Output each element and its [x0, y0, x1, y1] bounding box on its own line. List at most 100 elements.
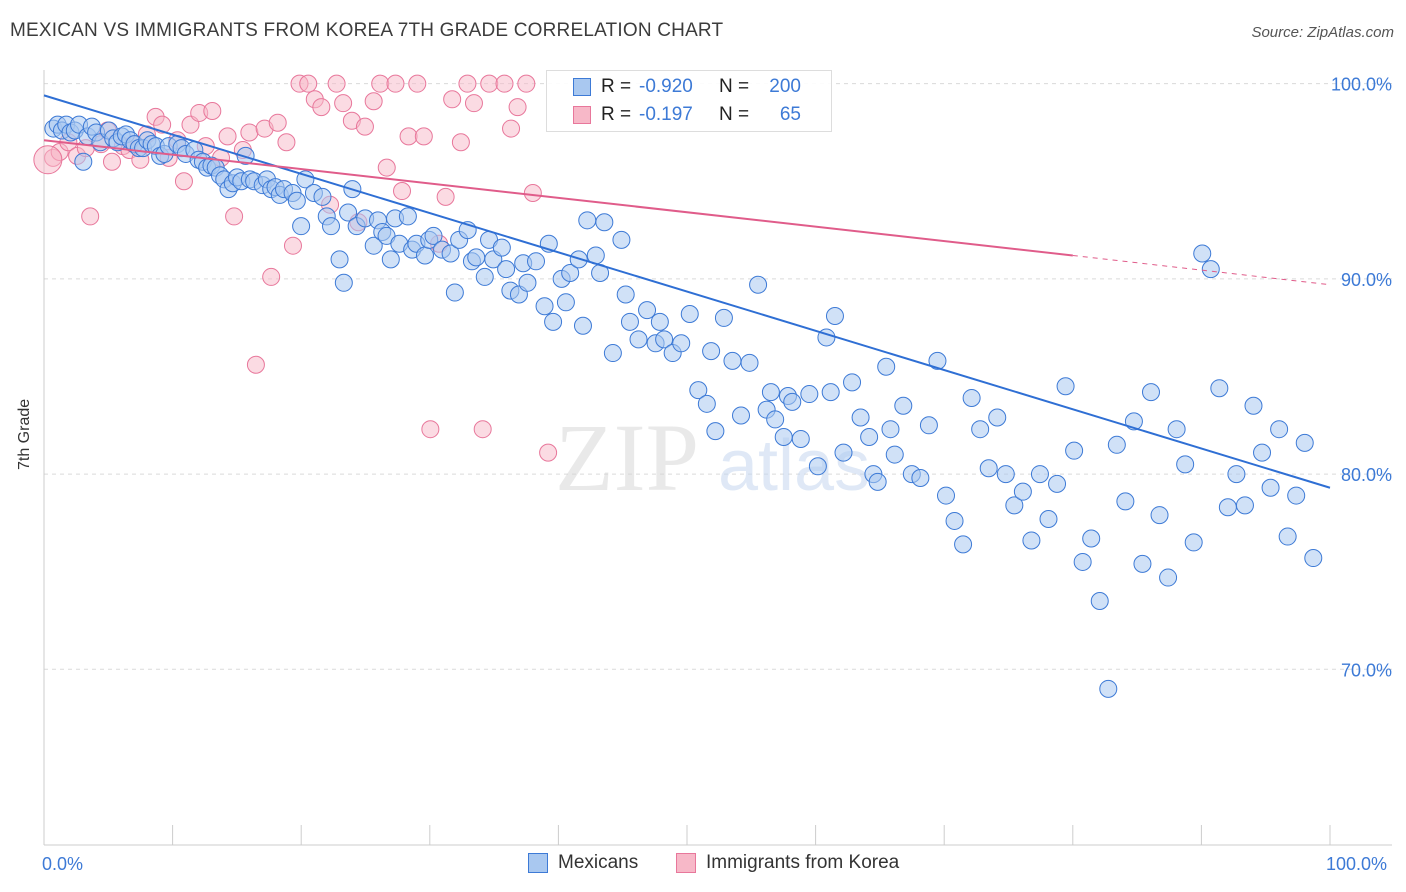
legend-n-label: N =: [719, 104, 750, 125]
mexicans-point: [330, 250, 349, 269]
mexicans-point: [573, 316, 592, 335]
mexicans-point: [527, 252, 546, 271]
mexicans-point: [761, 383, 780, 402]
mexicans-point: [1193, 244, 1212, 263]
mexicans-point: [296, 170, 315, 189]
mexicans-point: [800, 385, 819, 404]
trend-lines: [43, 94, 1331, 489]
mexicans-point: [1013, 482, 1032, 501]
legend-n-value: 65: [779, 104, 801, 125]
legend-row-mexicans: R = -0.920 N = 200: [547, 73, 801, 101]
mexicans-point: [808, 457, 827, 476]
mexicans-trend-line: [43, 94, 1331, 489]
mexicans-point: [1235, 496, 1254, 515]
legend-swatch-mexicans: [573, 78, 591, 96]
korea-point: [508, 98, 527, 117]
y-tick-labels: 100.0% 90.0% 80.0% 70.0%: [1331, 75, 1392, 681]
mexicans-point: [616, 285, 635, 304]
mexicans-point: [928, 351, 947, 370]
korea-point: [495, 74, 514, 93]
korea-point: [414, 127, 433, 146]
mexicans-point: [894, 396, 913, 415]
chart-title: MEXICAN VS IMMIGRANTS FROM KOREA 7TH GRA…: [10, 20, 724, 41]
mexicans-point: [638, 301, 657, 320]
mexicans-point: [492, 238, 511, 257]
korea-point: [436, 187, 455, 206]
korea-point: [312, 98, 331, 117]
korea-point: [334, 94, 353, 113]
watermark-zip: ZIP: [555, 404, 699, 511]
mexicans-point: [1210, 379, 1229, 398]
mexicans-point: [561, 264, 580, 283]
mexicans-point: [885, 445, 904, 464]
bottom-legend-korea[interactable]: Immigrants from Korea: [676, 852, 899, 874]
mexicans-point: [1278, 527, 1297, 546]
korea-point: [81, 207, 100, 226]
mexicans-point: [1073, 552, 1092, 571]
korea-point: [262, 267, 281, 286]
korea-point: [240, 123, 259, 142]
mexicans-point: [1304, 549, 1323, 568]
korea-point: [377, 158, 396, 177]
mexicans-point: [1287, 486, 1306, 505]
mexicans-point: [945, 511, 964, 530]
mexicans-point: [971, 420, 990, 439]
legend: R = -0.920 N = 200 R = -0.197 N = 65: [546, 70, 832, 132]
mexicans-point: [1099, 679, 1118, 698]
korea-point: [517, 74, 536, 93]
mexicans-point: [936, 486, 955, 505]
mexicans-point: [544, 312, 563, 331]
y-tick-label: 100.0%: [1331, 75, 1392, 95]
korea-point: [364, 92, 383, 111]
mexicans-point: [714, 308, 733, 327]
mexicans-point: [672, 334, 691, 353]
mexicans-point: [518, 273, 537, 292]
mexicans-point: [697, 394, 716, 413]
bottom-legend-swatch-korea: [676, 853, 696, 873]
mexicans-point: [475, 267, 494, 286]
mexicans-point: [535, 297, 554, 316]
mexicans-point: [1150, 506, 1169, 525]
mexicans-point: [556, 293, 575, 312]
mexicans-point: [1227, 465, 1246, 484]
mexicans-point: [689, 381, 708, 400]
korea-point: [327, 74, 346, 93]
mexicans-point: [381, 250, 400, 269]
korea-trend-line: [43, 139, 1073, 257]
mexicans-point: [821, 383, 840, 402]
mexicans-point: [749, 275, 768, 294]
x-tick-label-min: 0.0%: [42, 854, 83, 874]
korea-point: [299, 74, 318, 93]
mexicans-point: [313, 187, 332, 206]
korea-point: [153, 115, 172, 134]
mexicans-point: [783, 392, 802, 411]
mexicans-point: [877, 357, 896, 376]
mexicans-point: [702, 342, 721, 361]
mexicans-point: [629, 330, 648, 349]
mexicans-point: [1295, 433, 1314, 452]
mexicans-point: [1184, 533, 1203, 552]
korea-point: [523, 183, 542, 202]
mexicans-point: [979, 459, 998, 478]
korea-point: [371, 74, 390, 93]
mexicans-point: [612, 230, 631, 249]
korea-point: [102, 152, 121, 171]
legend-r-label: R =: [601, 76, 632, 97]
x-tick-label-max: 100.0%: [1326, 854, 1387, 874]
mexicans-point: [706, 422, 725, 441]
mexicans-point: [680, 305, 699, 324]
y-tick-label: 70.0%: [1341, 660, 1392, 680]
bottom-legend-mexicans[interactable]: Mexicans: [528, 852, 638, 874]
legend-r-value: -0.197: [639, 104, 693, 125]
mexicans-point: [1116, 492, 1135, 511]
korea-trend-extension: [1072, 254, 1331, 286]
mexicans-point: [954, 535, 973, 554]
mexicans-point: [1005, 496, 1024, 515]
mexicans-point: [1218, 498, 1237, 517]
korea-point: [502, 119, 521, 138]
korea-point: [225, 207, 244, 226]
mexicans-point: [1022, 531, 1041, 550]
korea-point: [480, 74, 499, 93]
mexicans-point: [467, 248, 486, 267]
y-tick-label: 90.0%: [1341, 270, 1392, 290]
